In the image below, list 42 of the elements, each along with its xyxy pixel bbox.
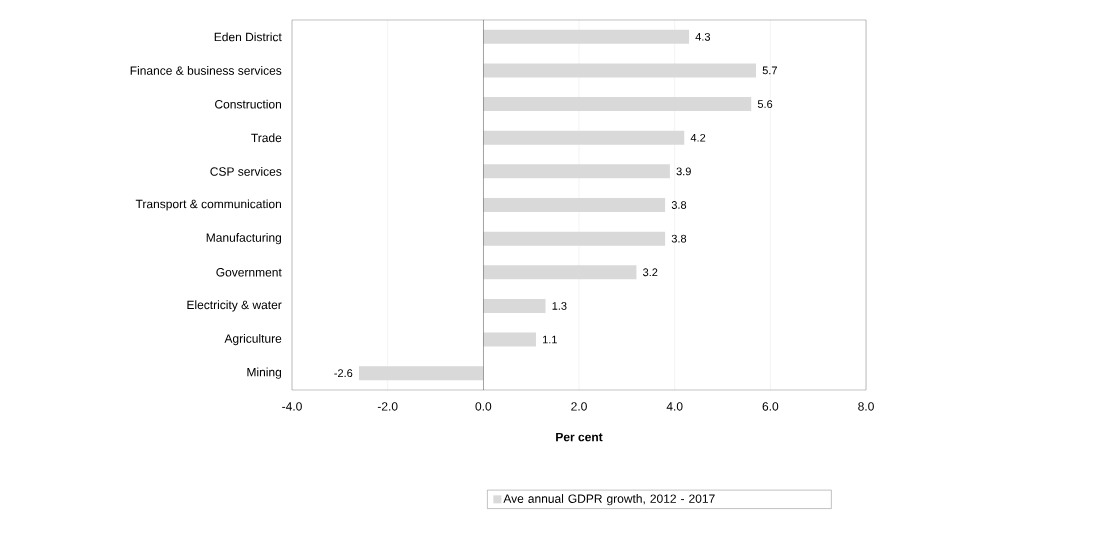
data-label: 3.2 [643, 268, 658, 277]
y-tick-label: Transport & communication [135, 199, 281, 211]
bar [483, 63, 756, 78]
data-label: 3.9 [676, 167, 691, 176]
data-label: 1.3 [552, 302, 567, 310]
y-tick-label: Eden District [214, 32, 282, 42]
y-tick-label: CSP services [210, 166, 282, 176]
bar [483, 198, 666, 212]
bar [483, 164, 670, 179]
bar [483, 332, 536, 347]
data-label: 5.6 [757, 100, 773, 108]
data-label: 5.7 [762, 66, 777, 75]
x-tick-label: 8.0 [858, 402, 874, 411]
x-tick-label: 4.0 [666, 402, 683, 411]
bar [483, 130, 685, 145]
bar [483, 265, 637, 280]
data-label: 3.8 [671, 234, 687, 243]
data-label: 4.3 [695, 32, 711, 41]
bar [483, 231, 666, 246]
data-label: 4.2 [690, 133, 706, 142]
y-tick-label: Construction [215, 99, 282, 109]
x-tick-label: 6.0 [762, 402, 779, 411]
legend-label: Ave annual GDPR growth, 2012 - 2017 [503, 494, 715, 506]
bar [483, 29, 690, 44]
data-label: -2.6 [334, 369, 353, 378]
y-tick-label: Agriculture [224, 333, 282, 346]
x-tick-label: 0.0 [475, 402, 492, 411]
bar [483, 97, 752, 112]
data-label: 1.1 [543, 335, 557, 344]
bar [483, 298, 546, 313]
bar [358, 366, 484, 381]
y-tick-label: Electricity & water [187, 300, 282, 312]
y-tick-label: Mining [247, 367, 282, 379]
x-axis-title: Per cent [556, 432, 603, 442]
x-tick-label: 2.0 [571, 402, 587, 411]
data-label: 3.8 [671, 201, 687, 209]
y-tick-label: Finance & business services [130, 66, 282, 75]
x-tick-label: -2.0 [377, 402, 398, 411]
x-tick-label: -4.0 [282, 402, 302, 411]
y-tick-label: Trade [251, 133, 282, 143]
y-tick-label: Manufacturing [206, 233, 282, 245]
y-tick-label: Government [216, 268, 282, 277]
